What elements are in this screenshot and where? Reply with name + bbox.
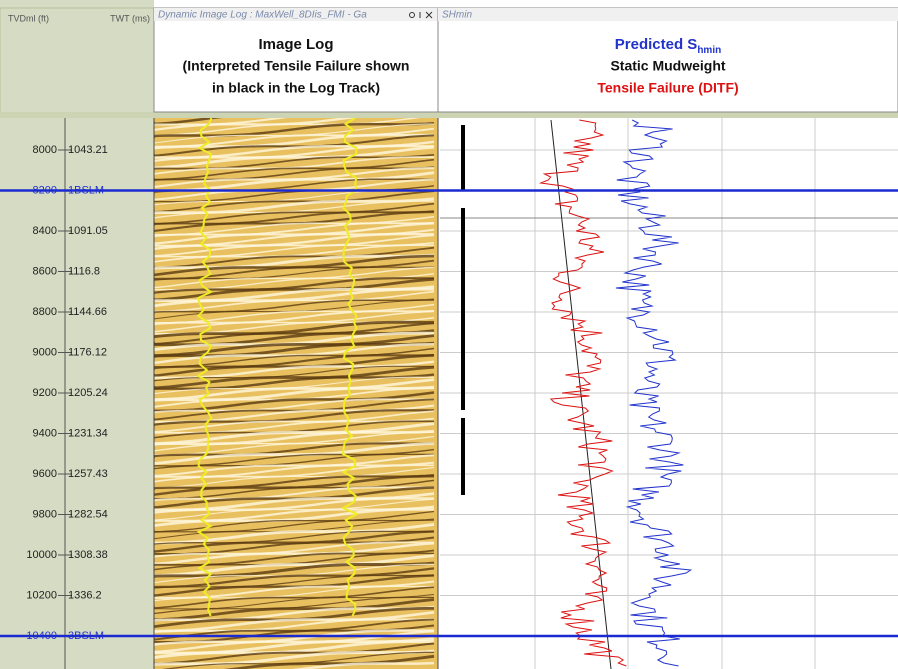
twt-label: 1282.54 bbox=[68, 508, 108, 520]
legend-failure: Tensile Failure (DITF) bbox=[597, 80, 738, 96]
twt-label: 1308.38 bbox=[68, 549, 108, 561]
twt-label: 1257.43 bbox=[68, 468, 108, 480]
tvd-label: 10200 bbox=[26, 589, 57, 601]
twt-label: 1116.8 bbox=[68, 265, 100, 277]
image-log-subtitle: (Interpreted Tensile Failure shown bbox=[183, 58, 410, 74]
tvd-label: 9800 bbox=[33, 508, 57, 520]
tvd-label: 10000 bbox=[26, 549, 57, 561]
legend-mudweight: Static Mudweight bbox=[610, 58, 725, 74]
twt-label: 1043.21 bbox=[68, 144, 108, 156]
twt-label: 1091.05 bbox=[68, 225, 108, 237]
twt-label: 1231.34 bbox=[68, 427, 108, 439]
legend-predicted-main: Predicted S bbox=[615, 36, 698, 53]
tvd-label: 9600 bbox=[33, 468, 57, 480]
right-track-tab bbox=[438, 8, 898, 21]
tvd-label: 8000 bbox=[33, 144, 57, 156]
tvd-label: 8600 bbox=[33, 265, 57, 277]
image-log-title: Image Log bbox=[258, 36, 333, 53]
tvd-label: 9000 bbox=[33, 346, 57, 358]
tvd-label: 9400 bbox=[33, 427, 57, 439]
tvd-label: TVDml (ft) bbox=[8, 13, 49, 23]
depth-panel bbox=[0, 0, 154, 669]
twt-label: 1336.2 bbox=[68, 589, 102, 601]
log-viewer: TVDml (ft) TWT (ms) Dynamic Image Log : … bbox=[0, 0, 898, 669]
image-log bbox=[154, 91, 438, 669]
twt-label: 1176.12 bbox=[68, 346, 107, 358]
image-track-title: Dynamic Image Log : MaxWell_8DIis_FMI - … bbox=[158, 10, 367, 21]
tvd-label: 8400 bbox=[33, 225, 57, 237]
image-log-subtitle: in black in the Log Track) bbox=[212, 80, 380, 96]
tvd-label: 8800 bbox=[33, 306, 57, 318]
legend-predicted-sub: hmin bbox=[697, 45, 721, 56]
header-separator bbox=[0, 112, 898, 118]
twt-label: 1205.24 bbox=[68, 387, 108, 399]
right-track-title: SHmin bbox=[442, 10, 472, 21]
twt-label: 1144.66 bbox=[68, 306, 107, 318]
twt-label: TWT (ms) bbox=[110, 13, 150, 23]
tvd-label: 9200 bbox=[33, 387, 57, 399]
